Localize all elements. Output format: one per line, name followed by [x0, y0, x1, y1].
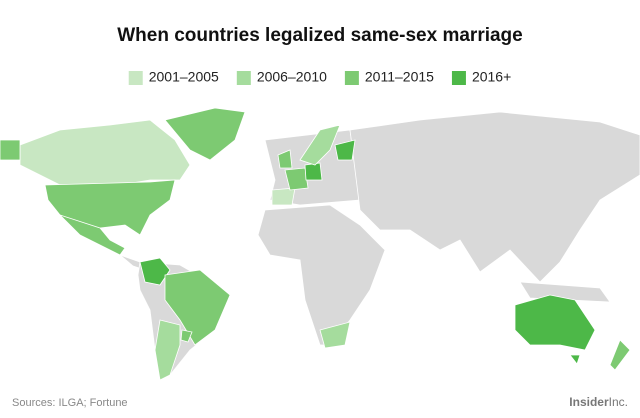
legend-label: 2016+ [472, 69, 511, 85]
france [284, 167, 309, 191]
legend-label: 2011–2015 [365, 69, 434, 85]
canada [19, 119, 191, 186]
uruguay [180, 329, 193, 343]
legend-swatch [451, 71, 466, 85]
spain [271, 187, 296, 206]
argentina [154, 319, 181, 381]
greenland [164, 107, 246, 161]
tasmania [569, 354, 581, 365]
legend: 2001–2005 2006–2010 2011–2015 2016+ [128, 69, 511, 85]
australia [514, 294, 596, 351]
legend-swatch [128, 71, 143, 85]
new-zealand [609, 339, 631, 371]
africa [257, 204, 386, 346]
usa [44, 179, 176, 236]
source: Sources: ILGA; Fortune [12, 397, 128, 409]
uk [277, 149, 293, 169]
scandinavia [299, 124, 341, 166]
germany [304, 162, 323, 181]
brand-suffix: Inc. [609, 395, 628, 409]
mexico [59, 214, 126, 256]
legend-swatch [344, 71, 359, 85]
asia [349, 111, 640, 283]
brand-name: Insider [569, 395, 609, 409]
title: When countries legalized same-sex marria… [117, 25, 523, 46]
world-map [0, 107, 640, 381]
legend-swatch [236, 71, 251, 85]
south-africa [319, 321, 351, 349]
legend-label: 2001–2005 [149, 69, 219, 85]
brand: InsiderInc. [569, 395, 628, 409]
alaska [0, 139, 21, 161]
legend-label: 2006–2010 [257, 69, 327, 85]
finland [334, 139, 356, 161]
brazil [164, 269, 231, 346]
